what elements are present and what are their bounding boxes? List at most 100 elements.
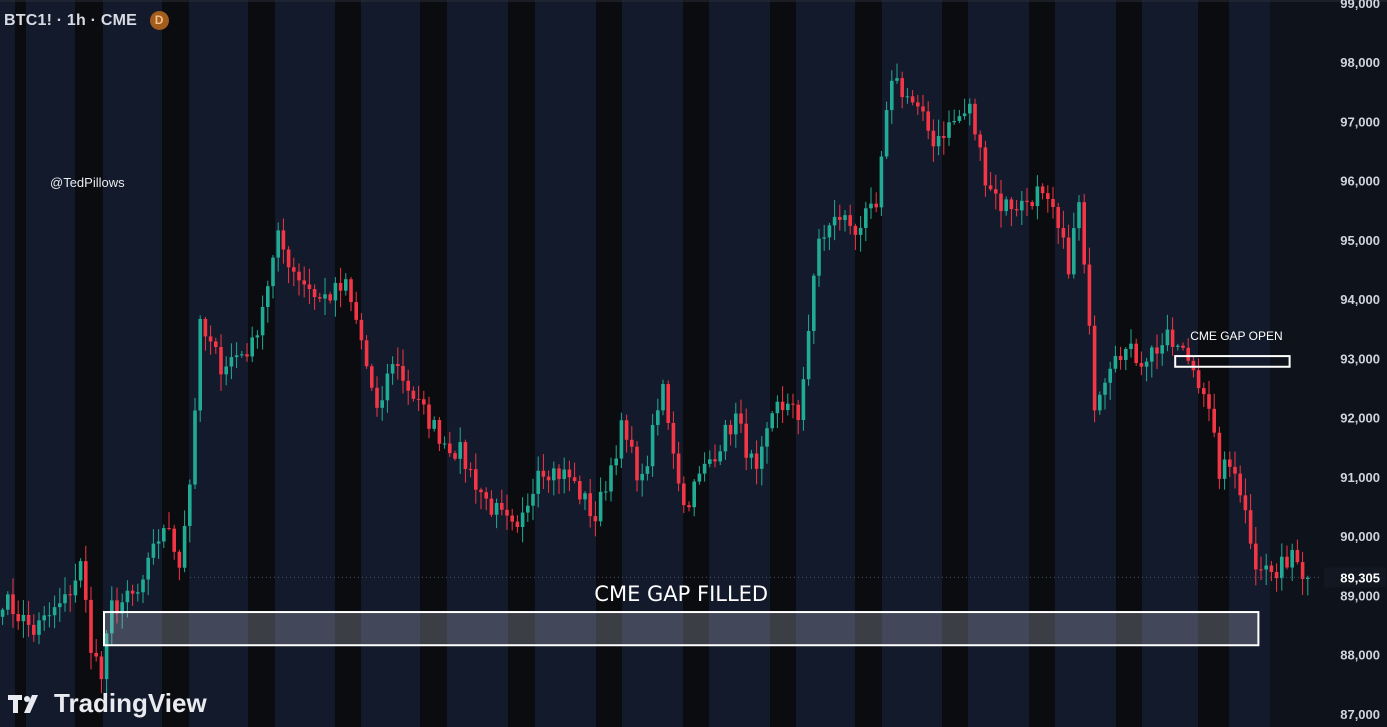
candle-body bbox=[874, 203, 878, 208]
candle-body bbox=[999, 193, 1003, 212]
candle-body bbox=[1113, 355, 1118, 369]
candle-body bbox=[1056, 207, 1060, 228]
candle-body bbox=[801, 379, 806, 421]
candle-body bbox=[905, 96, 910, 98]
candle-body bbox=[297, 271, 301, 281]
candle-body bbox=[229, 357, 234, 367]
candle-body bbox=[1238, 473, 1242, 496]
candle-body bbox=[110, 600, 114, 634]
candle-body bbox=[619, 420, 624, 459]
candle-body bbox=[468, 469, 473, 471]
candle-body bbox=[1269, 565, 1274, 572]
candle-body bbox=[931, 130, 936, 147]
candle-body bbox=[635, 446, 639, 481]
session-band bbox=[361, 0, 420, 727]
candle-body bbox=[198, 318, 202, 411]
candle-body bbox=[723, 424, 728, 452]
candle-body bbox=[1046, 193, 1050, 200]
candle-body bbox=[1129, 343, 1133, 349]
candle-body bbox=[1051, 199, 1055, 208]
candle-body bbox=[52, 607, 57, 616]
candle-body bbox=[1207, 394, 1211, 409]
session-band bbox=[968, 0, 1029, 727]
candle-body bbox=[957, 116, 962, 121]
candle-body bbox=[848, 215, 852, 226]
candle-body bbox=[338, 282, 343, 291]
market-closed-band bbox=[1029, 0, 1055, 727]
candle-body bbox=[708, 459, 712, 464]
candle-body bbox=[562, 469, 566, 480]
gap-filled-label: CME GAP FILLED bbox=[594, 582, 768, 606]
session-band bbox=[1055, 0, 1116, 727]
session-band bbox=[1229, 0, 1270, 727]
candle-body bbox=[650, 424, 655, 467]
candle-body bbox=[73, 580, 78, 596]
market-closed-band bbox=[855, 0, 882, 727]
y-tick-label: 94,000 bbox=[1340, 292, 1380, 307]
candle-body bbox=[557, 468, 561, 480]
candle-body bbox=[1134, 343, 1138, 364]
candle-body bbox=[1170, 329, 1175, 347]
candle-body bbox=[245, 354, 249, 357]
candle-body bbox=[531, 493, 535, 506]
candle-body bbox=[1186, 347, 1190, 361]
market-closed-band bbox=[683, 0, 709, 727]
candle-body bbox=[791, 403, 795, 405]
candle-body bbox=[734, 413, 738, 435]
candle-body bbox=[94, 652, 98, 657]
symbol-title: BTC1! · 1h · CME bbox=[4, 12, 137, 29]
y-tick-label: 99,000 bbox=[1340, 0, 1380, 11]
session-band bbox=[26, 0, 75, 727]
symbol-header[interactable]: BTC1! · 1h · CME D bbox=[4, 11, 169, 30]
candle-body bbox=[583, 493, 587, 500]
candle-body bbox=[344, 279, 348, 291]
candle-body bbox=[453, 453, 457, 459]
candle-body bbox=[32, 624, 36, 635]
candle-body bbox=[11, 594, 15, 615]
tradingview-logo[interactable]: TradingView bbox=[8, 688, 207, 719]
candle-body bbox=[208, 336, 213, 342]
candle-body bbox=[1082, 202, 1086, 265]
candle-body bbox=[437, 420, 442, 444]
candle-body bbox=[988, 185, 993, 190]
candle-body bbox=[162, 528, 166, 542]
session-band bbox=[709, 0, 770, 727]
candle-body bbox=[1144, 361, 1149, 367]
candle-body bbox=[952, 120, 956, 123]
y-tick-label: 90,000 bbox=[1340, 529, 1380, 544]
candle-body bbox=[474, 469, 478, 490]
candle-body bbox=[1077, 202, 1081, 229]
candle-body bbox=[884, 110, 889, 157]
candle-body bbox=[869, 203, 873, 209]
candle-body bbox=[1165, 329, 1170, 346]
candle-body bbox=[687, 505, 691, 508]
candle-body bbox=[1025, 200, 1029, 203]
candle-body bbox=[26, 614, 31, 625]
candle-body bbox=[843, 215, 847, 220]
candle-body bbox=[765, 428, 769, 447]
candle-body bbox=[484, 492, 488, 499]
candle-body bbox=[1254, 543, 1258, 570]
candle-body bbox=[739, 413, 743, 424]
market-closed-band bbox=[335, 0, 361, 727]
market-closed-band bbox=[420, 0, 447, 727]
candle-body bbox=[0, 609, 5, 617]
candle-body bbox=[832, 216, 837, 226]
candle-body bbox=[312, 289, 317, 298]
candle-body bbox=[234, 355, 239, 358]
candle-body bbox=[1280, 556, 1284, 579]
candle-body bbox=[588, 493, 592, 517]
candle-body bbox=[973, 103, 977, 135]
candle-body bbox=[63, 594, 67, 604]
candle-body bbox=[614, 458, 618, 466]
candle-body bbox=[16, 614, 20, 622]
candle-body bbox=[879, 156, 884, 208]
candle-body bbox=[203, 318, 208, 337]
candle-body bbox=[1264, 565, 1268, 570]
candle-body bbox=[1295, 550, 1300, 563]
session-band bbox=[447, 0, 508, 727]
candle-body bbox=[817, 238, 821, 276]
candle-body bbox=[1014, 209, 1019, 211]
